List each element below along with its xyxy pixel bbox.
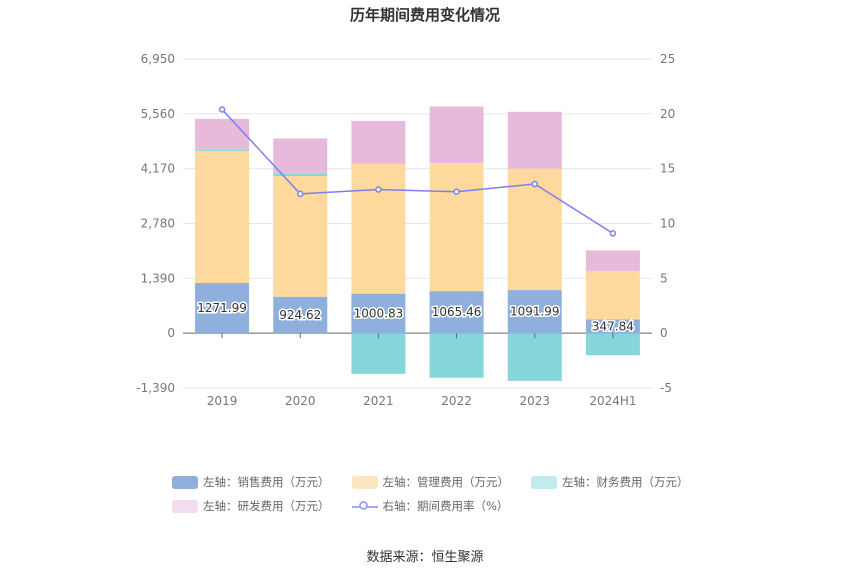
x-tick-label: 2019 (207, 394, 238, 408)
bar-segment (507, 111, 562, 169)
left-tick-label: 4,170 (141, 162, 175, 176)
bar-segment (351, 293, 406, 334)
legend-item-finance[interactable]: 左轴：财务费用（万元） (531, 474, 689, 490)
right-tick-label: -5 (660, 381, 672, 395)
data-label: 1065.46 (432, 305, 482, 319)
right-tick-label: 25 (660, 52, 675, 66)
legend-label-rd: 左轴：研发费用（万元） (203, 499, 330, 513)
data-label: 924.62 (279, 308, 321, 322)
bar-segment (351, 333, 406, 374)
bar-segment (429, 162, 484, 292)
rate-point (218, 106, 226, 113)
data-label: 347.84 (592, 319, 634, 333)
left-tick-label: 1,390 (141, 271, 175, 285)
x-tick-label: 2023 (519, 394, 550, 408)
legend-item-rate[interactable]: 右轴：期间费用率（%） (351, 498, 509, 514)
right-tick-label: 20 (660, 107, 675, 121)
data-label: 1271.99 (197, 301, 247, 315)
bar-segment (585, 319, 640, 334)
legend-swatch-rate (351, 500, 378, 513)
left-tick-label: 0 (167, 326, 175, 340)
x-tick-label: 2022 (441, 394, 472, 408)
bar-segment (585, 333, 640, 356)
x-tick-label: 2020 (285, 394, 316, 408)
rate-point (531, 180, 538, 188)
legend-row-2: 左轴：研发费用（万元） 右轴：期间费用率（%） (172, 498, 508, 514)
legend-label-finance: 左轴：财务费用（万元） (562, 475, 689, 489)
bar-segment (507, 290, 562, 334)
legend-label-sales: 左轴：销售费用（万元） (203, 475, 330, 489)
legend-row-1: 左轴：销售费用（万元） 左轴：管理费用（万元） 左轴：财务费用（万元） (172, 474, 689, 490)
bar-segment (429, 333, 484, 378)
rate-line (221, 108, 614, 235)
left-tick-label: 5,560 (141, 107, 175, 121)
bar-segment (195, 149, 250, 151)
bar-segment (273, 296, 328, 334)
legend-item-rd[interactable]: 左轴：研发费用（万元） (172, 498, 330, 514)
right-tick-label: 0 (660, 326, 668, 340)
right-tick-label: 10 (660, 217, 675, 231)
bar-segment (351, 163, 406, 294)
bar-segment (273, 174, 328, 176)
bar-segment (585, 270, 640, 320)
bar-segment (507, 168, 562, 291)
data-label: 1091.99 (510, 305, 560, 319)
bar-segment (429, 106, 484, 163)
bar-segment (351, 120, 406, 164)
legend-swatch-sales (172, 475, 198, 489)
rate-point (453, 188, 460, 195)
rate-point (609, 230, 617, 237)
x-tick-label: 2021 (363, 394, 394, 408)
legend-label-rate: 右轴：期间费用率（%） (382, 499, 509, 513)
rate-point (297, 190, 304, 198)
bar-segment (585, 250, 640, 271)
right-tick-label: 15 (660, 162, 675, 176)
rate-point (375, 186, 382, 193)
left-tick-label: 6,950 (141, 52, 175, 66)
x-tick-label: 2024H1 (589, 394, 636, 408)
legend-item-admin[interactable]: 左轴：管理费用（万元） (351, 474, 510, 490)
legend-swatch-rd (172, 499, 198, 513)
bar-segment (507, 333, 562, 381)
left-tick-label: -1,390 (136, 381, 175, 395)
legend-item-sales[interactable]: 左轴：销售费用（万元） (172, 474, 330, 490)
bar-segment (195, 118, 250, 150)
bar-segment (273, 138, 328, 175)
bar-segment (429, 291, 484, 334)
data-source: 数据来源：恒生聚源 (366, 550, 484, 565)
data-label: 1000.83 (354, 306, 404, 320)
bar-segment (195, 150, 250, 283)
legend-swatch-finance (531, 475, 557, 489)
legend-label-admin: 左轴：管理费用（万元） (382, 475, 510, 489)
bar-segment (195, 282, 250, 334)
left-tick-label: 2,780 (141, 217, 175, 231)
chart-title: 历年期间费用变化情况 (349, 6, 500, 24)
right-tick-label: 5 (660, 271, 668, 285)
legend-swatch-admin (351, 475, 378, 489)
